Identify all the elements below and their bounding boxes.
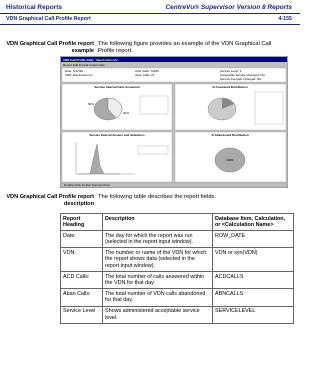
header-cell: Report Heading [60, 212, 103, 232]
header-row: Report Heading Description Database Item… [60, 212, 294, 232]
table-row: Aban Calls: The total number of VDN calls… [60, 288, 294, 307]
table-row: ACD Calls: The total number of calls answ… [60, 271, 294, 290]
table-cell: ROW_DATE [212, 230, 294, 249]
report-screenshot: VDN Call Profile Daily : Electronics Inc… [60, 56, 288, 188]
info: Date: 6/17/99 [65, 69, 83, 73]
panel-title: Service Interval Answer and Abandons [89, 133, 145, 137]
fields-table: Report Heading Description Database Item… [60, 212, 294, 324]
table-cell: VDN or syn(VDN) [212, 247, 294, 273]
section-title: Historical Reports [6, 4, 62, 11]
table-cell: ABNCALLS [212, 288, 294, 307]
table-cell: The total number of VDN calls abandoned … [102, 288, 213, 307]
table-cell: The number or name of the VDN for which … [102, 247, 213, 273]
menu: Report Edit Format Colors Help [63, 63, 105, 67]
info: VDN: Electronics Inc. [65, 73, 94, 77]
table-row: Date: The day for which the report was ru… [60, 230, 294, 249]
table-cell: Service Level [60, 305, 103, 324]
table-row: VDN: The number or name of the VDN for wh… [60, 247, 294, 273]
table-row: Service Level Shows administered acceptab… [60, 305, 294, 324]
table-cell: SERVICELEVEL [212, 305, 294, 324]
page: Historical Reports CentreVu® Supervisor … [0, 4, 300, 324]
header-cell: Description [102, 212, 213, 232]
rule [0, 24, 300, 25]
table-cell: Date: [60, 230, 103, 249]
table-cell: VDN: [60, 247, 103, 273]
example-label: VDN Graphical Call Profile report exampl… [6, 41, 94, 54]
status-bar: Double Click To Run Format Chart [64, 183, 110, 187]
panel-title: Service Interval Calls Answered [94, 85, 139, 89]
pie-label: 40% [123, 111, 129, 115]
info: Service Level: 5 [220, 69, 242, 73]
window-title: VDN Call Profile Daily : Electronics Inc… [63, 58, 119, 62]
description-text: The following table describes the report… [98, 194, 216, 200]
subsection: VDN Graphical Call Profile Report [6, 16, 91, 22]
table-cell: ACDCALLS [212, 271, 294, 290]
product-title: CentreVu® Supervisor Version 8 Reports [165, 4, 292, 11]
description-label: VDN Graphical Call Profile report descri… [6, 194, 94, 207]
pie-label: 100% [226, 158, 234, 162]
panel-title: % Answered Distribution [212, 85, 248, 89]
example-text: The following figure provides an example… [98, 41, 272, 54]
info: ACD Calls: 70266 [135, 69, 159, 73]
header-cell: Database Item, Calculation, or <Calculat… [212, 212, 294, 232]
rule [0, 13, 300, 14]
info: Aban Calls: 21 [135, 73, 155, 77]
table-cell: Aban Calls: [60, 288, 103, 307]
info: Acceptable Service Changed: NO [220, 73, 266, 77]
table-cell: The day for which the report was run (se… [102, 230, 213, 249]
pie-label: 60% [88, 102, 94, 106]
table-cell: Shows administered acceptable service le… [102, 305, 213, 324]
table-cell: ACD Calls: [60, 271, 103, 290]
panel-title: % Abandoned Distribution [211, 133, 249, 137]
table-cell: The total number of calls answered withi… [102, 271, 213, 290]
info: Service Intervals Changed: NO [220, 77, 262, 81]
page-number: 4-155 [278, 16, 292, 22]
